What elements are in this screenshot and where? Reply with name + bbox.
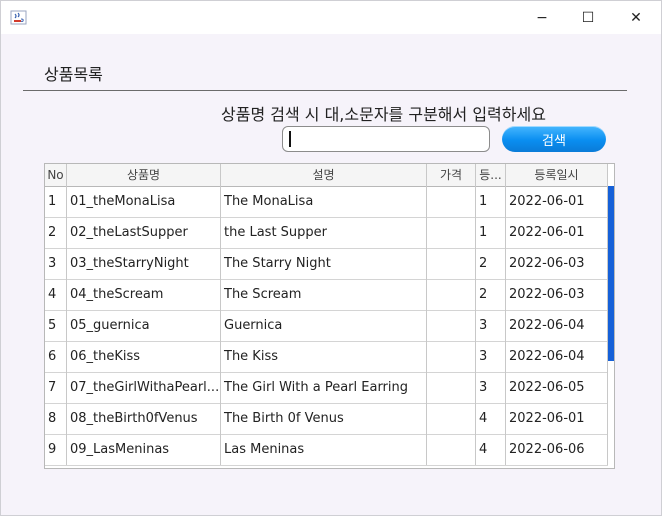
- cell-no: 5: [45, 310, 67, 341]
- cell-grade: 2: [476, 279, 506, 310]
- text-caret: [289, 131, 291, 147]
- cell-no: 9: [45, 434, 67, 465]
- vertical-scrollbar-thumb[interactable]: [608, 186, 614, 361]
- cell-grade: 3: [476, 341, 506, 372]
- cell-product-name: 06_theKiss: [67, 341, 221, 372]
- product-table[interactable]: No 상품명 설명 가격 등... 등록일시 1 01_theMonaLisa …: [44, 163, 615, 469]
- cell-registered-date: 2022-06-04: [506, 310, 608, 341]
- cell-no: 6: [45, 341, 67, 372]
- table-row[interactable]: 3 03_theStarryNight The Starry Night 2 2…: [45, 248, 608, 280]
- cell-grade: 1: [476, 217, 506, 248]
- cell-product-name: 05_guernica: [67, 310, 221, 341]
- cell-price: [427, 279, 476, 310]
- cell-registered-date: 2022-06-06: [506, 434, 608, 465]
- cell-grade: 2: [476, 248, 506, 279]
- cell-registered-date: 2022-06-01: [506, 217, 608, 248]
- cell-description: the Last Supper: [221, 217, 427, 248]
- cell-no: 7: [45, 372, 67, 403]
- cell-description: The Birth 0f Venus: [221, 403, 427, 434]
- cell-description: The Girl With a Pearl Earring: [221, 372, 427, 403]
- title-divider: [23, 90, 627, 91]
- search-input[interactable]: [282, 126, 490, 152]
- column-header-grade[interactable]: 등...: [476, 164, 506, 186]
- cell-price: [427, 248, 476, 279]
- search-hint: 상품명 검색 시 대,소문자를 구분해서 입력하세요: [221, 105, 546, 124]
- cell-registered-date: 2022-06-01: [506, 403, 608, 434]
- cell-no: 1: [45, 186, 67, 217]
- cell-registered-date: 2022-06-05: [506, 372, 608, 403]
- cell-price: [427, 341, 476, 372]
- cell-description: Las Meninas: [221, 434, 427, 465]
- table-row[interactable]: 7 07_theGirlWithaPearl... The Girl With …: [45, 372, 608, 404]
- cell-product-name: 01_theMonaLisa: [67, 186, 221, 217]
- cell-price: [427, 310, 476, 341]
- column-header-product-name[interactable]: 상품명: [67, 164, 221, 186]
- cell-description: The Kiss: [221, 341, 427, 372]
- cell-grade: 3: [476, 372, 506, 403]
- cell-registered-date: 2022-06-01: [506, 186, 608, 217]
- column-header-price[interactable]: 가격: [427, 164, 476, 186]
- cell-description: The Scream: [221, 279, 427, 310]
- maximize-button[interactable]: ☐: [581, 9, 595, 26]
- cell-no: 2: [45, 217, 67, 248]
- cell-registered-date: 2022-06-03: [506, 248, 608, 279]
- close-button[interactable]: ✕: [630, 9, 642, 26]
- cell-product-name: 03_theStarryNight: [67, 248, 221, 279]
- cell-product-name: 04_theScream: [67, 279, 221, 310]
- cell-price: [427, 217, 476, 248]
- cell-description: The MonaLisa: [221, 186, 427, 217]
- minimize-button[interactable]: −: [536, 9, 548, 26]
- cell-product-name: 08_theBirth0fVenus: [67, 403, 221, 434]
- table-row[interactable]: 1 01_theMonaLisa The MonaLisa 1 2022-06-…: [45, 186, 608, 218]
- cell-product-name: 02_theLastSupper: [67, 217, 221, 248]
- cell-grade: 4: [476, 434, 506, 465]
- panel-title: 상품목록: [44, 65, 103, 84]
- cell-registered-date: 2022-06-04: [506, 341, 608, 372]
- table-row[interactable]: 6 06_theKiss The Kiss 3 2022-06-04: [45, 341, 608, 373]
- cell-product-name: 07_theGirlWithaPearl...: [67, 372, 221, 403]
- table-row[interactable]: 2 02_theLastSupper the Last Supper 1 202…: [45, 217, 608, 249]
- cell-description: Guernica: [221, 310, 427, 341]
- table-header: No 상품명 설명 가격 등... 등록일시: [45, 164, 608, 187]
- cell-grade: 1: [476, 186, 506, 217]
- cell-no: 4: [45, 279, 67, 310]
- column-header-description[interactable]: 설명: [221, 164, 427, 186]
- table-row[interactable]: 9 09_LasMeninas Las Meninas 4 2022-06-06: [45, 434, 608, 466]
- cell-grade: 3: [476, 310, 506, 341]
- cell-price: [427, 434, 476, 465]
- cell-price: [427, 403, 476, 434]
- cell-no: 8: [45, 403, 67, 434]
- cell-registered-date: 2022-06-03: [506, 279, 608, 310]
- search-button[interactable]: 검색: [502, 126, 606, 152]
- cell-grade: 4: [476, 403, 506, 434]
- cell-no: 3: [45, 248, 67, 279]
- title-bar[interactable]: − ☐ ✕: [1, 1, 661, 34]
- column-header-no[interactable]: No: [45, 164, 67, 186]
- table-row[interactable]: 5 05_guernica Guernica 3 2022-06-04: [45, 310, 608, 342]
- table-row[interactable]: 8 08_theBirth0fVenus The Birth 0f Venus …: [45, 403, 608, 435]
- java-cup-icon: [10, 10, 27, 25]
- cell-description: The Starry Night: [221, 248, 427, 279]
- cell-product-name: 09_LasMeninas: [67, 434, 221, 465]
- cell-price: [427, 372, 476, 403]
- table-row[interactable]: 4 04_theScream The Scream 2 2022-06-03: [45, 279, 608, 311]
- column-header-registered-date[interactable]: 등록일시: [506, 164, 608, 186]
- cell-price: [427, 186, 476, 217]
